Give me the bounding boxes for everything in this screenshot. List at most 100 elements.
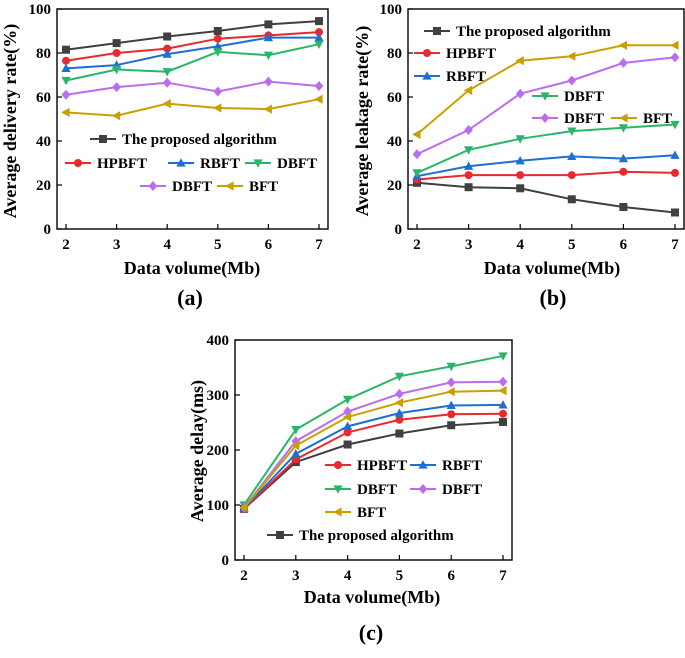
data-point [61,107,70,117]
legend-marker [333,485,343,494]
x-tick-label: 5 [396,568,404,584]
series-dbft_purple [412,52,680,160]
data-point [162,49,172,58]
legend-entry: HPBFT [325,458,407,474]
data-point [515,56,524,66]
data-point [163,44,172,53]
data-point [464,161,474,170]
series-line [243,380,504,509]
legend-label: The proposed algorithm [456,24,611,40]
y-tick-label: 100 [380,2,403,18]
data-point [263,104,272,114]
y-tick-label: 80 [36,46,51,62]
data-point [213,103,222,113]
series-rbft [412,150,680,180]
data-point [112,65,122,75]
data-point [447,421,456,430]
legend-entry: The proposed algorithm [424,24,611,40]
data-point [464,171,473,180]
series-bft [239,386,507,513]
panel-label: (b) [540,285,567,310]
data-point [61,63,71,72]
plot-frame [234,339,513,561]
data-point [567,51,576,61]
legend-entry: DBFT [410,482,482,498]
data-point [314,40,324,49]
series-line [65,36,319,70]
data-point [394,398,403,408]
x-tick-label: 2 [62,237,70,253]
data-point [567,127,577,136]
legend-marker [619,113,628,123]
data-point [62,45,70,54]
legend-label: RBFT [200,156,240,172]
x-tick-label: 3 [465,237,473,253]
data-point [239,503,248,513]
series-bft [61,94,323,121]
data-point [567,151,577,160]
series-the-proposed-algorithm [62,17,323,54]
legend-marker [253,159,263,168]
data-point [394,408,404,417]
data-point [499,409,507,418]
data-point [213,41,223,50]
legend: The proposed algorithm HPBFT RBFT DBFT DBFT B… [65,132,317,195]
chart-panel-a: 0 20 40 60 80 100 2 3 4 5 6 7 Data volume(Mb) Average… [0,2,329,310]
data-point [464,183,473,192]
data-point [446,400,456,410]
data-point [618,153,628,163]
data-point [343,440,352,449]
x-tick-label: 2 [240,568,248,584]
x-tick-label: 7 [499,568,507,584]
data-point [395,415,404,424]
x-tick-label: 3 [292,568,300,584]
data-point [412,129,421,139]
y-tick-label: 100 [29,2,52,18]
data-point [111,111,121,121]
data-point [670,52,680,63]
legend-marker [422,71,432,80]
data-point [112,82,121,93]
legend-entry: HPBFT [414,46,496,62]
legend-label: HPBFT [446,46,496,62]
series-line [65,98,320,117]
data-point [343,395,353,405]
plot-frame [407,8,685,230]
x-tick-label: 4 [163,237,171,253]
legend-entry: RBFT [168,156,240,172]
legend-label: The proposed algorithm [299,528,454,544]
series-line [65,31,320,62]
data-point [567,195,576,204]
data-point [515,135,525,144]
x-tick-label: 6 [265,237,273,253]
data-point [263,32,273,42]
y-tick-label: 60 [36,90,51,106]
plot-frame [56,8,329,230]
data-point [464,125,473,135]
panel-label: (a) [177,285,203,310]
legend-marker [418,460,428,469]
legend-marker [276,531,284,539]
data-point [61,89,71,100]
data-point [62,56,70,65]
legend-marker [225,181,234,191]
series-line [416,123,676,174]
data-point [464,146,474,155]
panel-label: (c) [359,620,383,645]
data-point [264,20,273,29]
series-line [243,412,504,510]
legend-label: DBFT [564,111,604,127]
legend-label: HPBFT [357,458,407,474]
legend-marker [74,159,82,167]
data-point [498,352,508,361]
series-line [65,80,320,96]
x-axis-label: Data volume(Mb) [124,258,260,279]
series-line [65,20,320,51]
data-point [314,81,324,91]
data-point [515,88,525,99]
data-point [567,171,576,180]
legend-entry: DBFT [140,179,212,195]
data-point [314,32,324,42]
data-point [291,426,301,435]
data-point [515,156,525,165]
